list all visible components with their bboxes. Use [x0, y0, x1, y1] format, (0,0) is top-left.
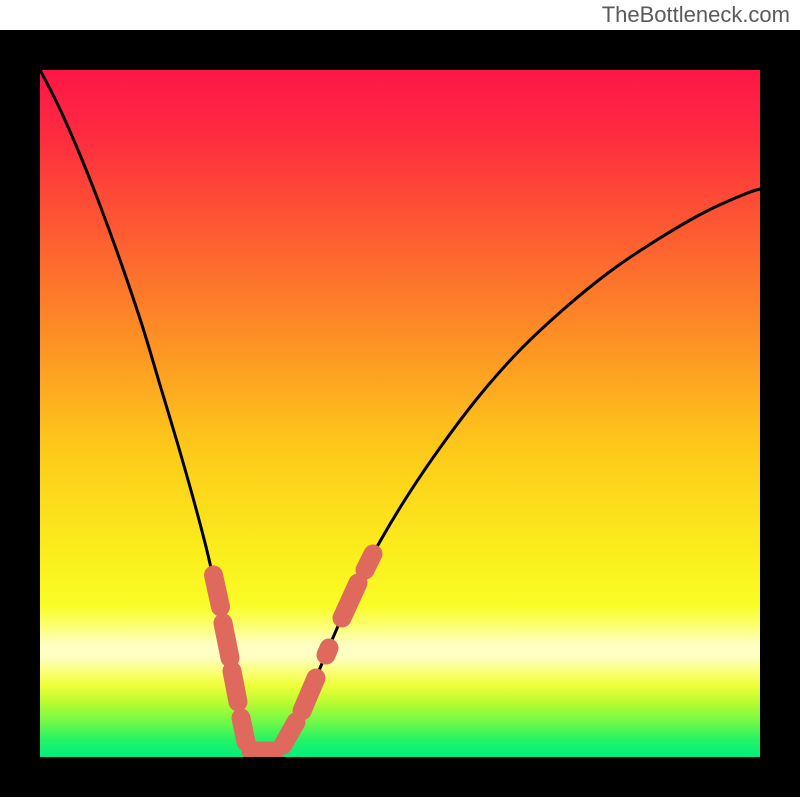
plot-background — [40, 70, 760, 757]
curve-marker — [283, 722, 296, 745]
curve-marker — [223, 623, 230, 658]
chart-frame: TheBottleneck.com — [0, 0, 800, 800]
curve-marker — [326, 648, 329, 655]
curve-marker — [214, 575, 221, 607]
watermark-label: TheBottleneck.com — [602, 0, 790, 30]
curve-marker — [302, 678, 316, 711]
curve-marker — [232, 671, 238, 702]
curve-marker — [241, 718, 246, 742]
plot-svg — [0, 30, 800, 797]
plot-outer — [0, 30, 800, 797]
curve-marker — [365, 554, 373, 570]
